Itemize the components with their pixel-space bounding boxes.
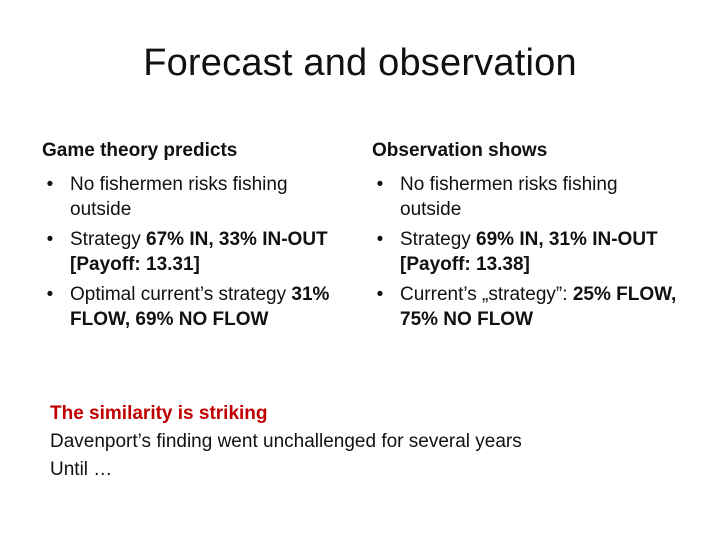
list-item: • No fishermen risks fishing outside xyxy=(372,172,682,222)
conclusion-line: Until … xyxy=(50,459,113,480)
bullet-icon: • xyxy=(46,229,54,250)
right-column-heading: Observation shows xyxy=(372,140,548,161)
left-bullet-list: • No fishermen risks fishing outside • S… xyxy=(42,172,352,332)
bullet-icon: • xyxy=(376,174,384,195)
conclusion-block: The similarity is striking Davenport’s f… xyxy=(50,400,690,484)
slide-title: Forecast and observation xyxy=(143,42,577,84)
bullet-emphasis: 25% FLOW, 75% NO FLOW xyxy=(400,284,677,330)
bullet-icon: • xyxy=(376,229,384,250)
bullet-text: Optimal current’s strategy xyxy=(70,284,292,305)
bullet-text: No fishermen risks fishing outside xyxy=(70,174,288,220)
bullet-emphasis: 31% FLOW, 69% NO FLOW xyxy=(70,284,330,330)
bullet-text: Current’s „strategy”: xyxy=(400,284,573,305)
bullet-icon: • xyxy=(46,174,54,195)
bullet-text: Strategy xyxy=(70,229,147,250)
conclusion-highlight: The similarity is striking xyxy=(50,403,268,424)
list-item: • No fishermen risks fishing outside xyxy=(42,172,352,222)
list-item: • Strategy 69% IN, 31% IN-OUT [Payoff: 1… xyxy=(372,227,682,277)
right-column: Observation shows • No fishermen risks f… xyxy=(372,140,682,337)
left-column-heading: Game theory predicts xyxy=(42,140,238,161)
bullet-icon: • xyxy=(46,284,54,305)
bullet-emphasis: 67% IN, 33% IN-OUT [Payoff: 13.31] xyxy=(70,229,328,275)
bullet-icon: • xyxy=(376,284,384,305)
list-item: • Current’s „strategy”: 25% FLOW, 75% NO… xyxy=(372,282,682,332)
list-item: • Optimal current’s strategy 31% FLOW, 6… xyxy=(42,282,352,332)
bullet-text: Strategy xyxy=(400,229,477,250)
right-bullet-list: • No fishermen risks fishing outside • S… xyxy=(372,172,682,332)
left-column: Game theory predicts • No fishermen risk… xyxy=(42,140,352,337)
conclusion-line: Davenport’s finding went unchallenged fo… xyxy=(50,431,522,452)
list-item: • Strategy 67% IN, 33% IN-OUT [Payoff: 1… xyxy=(42,227,352,277)
bullet-text: No fishermen risks fishing outside xyxy=(400,174,618,220)
bullet-emphasis: 69% IN, 31% IN-OUT [Payoff: 13.38] xyxy=(400,229,658,275)
